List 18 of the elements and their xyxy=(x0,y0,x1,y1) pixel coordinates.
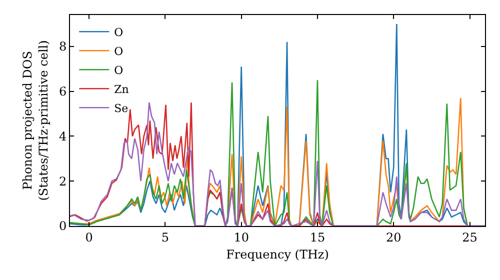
y-tick-label: 4 xyxy=(58,129,67,144)
x-tick-label: 5 xyxy=(161,230,169,244)
y-axis-title: Phonon projected DOS (States/THz·primitive cell) xyxy=(20,40,50,201)
y-tick-label: 8 xyxy=(58,40,67,54)
legend-label: O xyxy=(114,64,124,77)
x-tick-label: 0 xyxy=(85,230,93,244)
x-tick-label: 20 xyxy=(386,230,402,244)
legend-label: Se xyxy=(114,102,128,115)
legend-label: Zn xyxy=(114,82,129,96)
legend-label: O xyxy=(114,26,124,39)
x-tick-label: 10 xyxy=(234,230,249,244)
y-tick-label: 0 xyxy=(58,219,67,234)
y-tick-label: 6 xyxy=(58,84,67,99)
x-tick-label: 15 xyxy=(310,230,326,244)
y-tick-label: 2 xyxy=(58,174,67,188)
legend-label: O xyxy=(114,44,124,58)
x-tick-label: 25 xyxy=(462,230,478,244)
x-axis-title: Frequency (THz) xyxy=(226,247,329,262)
